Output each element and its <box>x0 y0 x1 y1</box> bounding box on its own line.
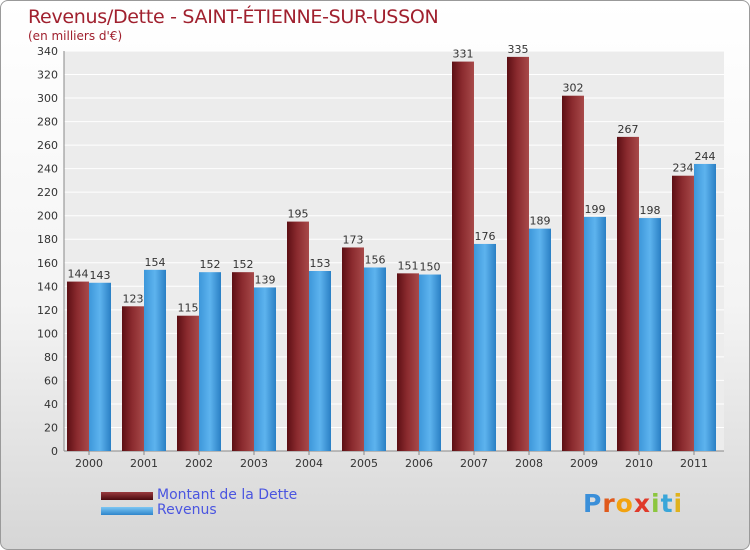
data-label-dette: 144 <box>68 268 89 281</box>
legend-swatch-revenus <box>101 507 153 515</box>
data-label-revenus: 153 <box>310 257 331 270</box>
y-tick-label: 20 <box>44 421 58 434</box>
y-tick-label: 120 <box>37 304 58 317</box>
bar-revenus <box>639 218 661 451</box>
data-label-revenus: 198 <box>640 204 661 217</box>
bar-dette <box>507 56 529 451</box>
legend-label-dette: Montant de la Dette <box>157 487 298 503</box>
data-label-dette: 152 <box>233 258 254 271</box>
bar-revenus <box>254 287 276 451</box>
x-tick-label: 2008 <box>515 457 543 470</box>
data-label-revenus: 152 <box>200 258 221 271</box>
data-label-dette: 331 <box>453 48 474 61</box>
chart-subtitle: (en milliers d'€) <box>28 29 123 43</box>
bar-revenus <box>529 228 551 451</box>
logo-letter: P <box>583 489 603 518</box>
y-tick-label: 300 <box>37 92 58 105</box>
x-tick-label: 2004 <box>295 457 323 470</box>
data-label-dette: 123 <box>123 292 144 305</box>
bar-revenus <box>89 282 111 451</box>
bar-dette <box>562 95 584 452</box>
x-tick-label: 2006 <box>405 457 433 470</box>
bars <box>67 56 716 452</box>
bar-dette <box>287 221 309 451</box>
data-label-dette: 302 <box>563 82 584 95</box>
data-label-dette: 115 <box>178 302 199 315</box>
bar-dette <box>67 281 89 451</box>
proxiti-logo: Proxiti <box>583 489 683 518</box>
x-tick-label: 2007 <box>460 457 488 470</box>
logo-letter: i <box>673 489 684 518</box>
y-tick-label: 340 <box>37 45 58 58</box>
y-tick-label: 220 <box>37 186 58 199</box>
data-label-dette: 173 <box>343 233 364 246</box>
x-tick-label: 2001 <box>130 457 158 470</box>
legend-label-revenus: Revenus <box>157 502 217 518</box>
y-tick-label: 200 <box>37 210 58 223</box>
bar-dette <box>672 175 694 452</box>
chart-title: Revenus/Dette - SAINT-ÉTIENNE-SUR-USSON <box>28 6 439 28</box>
x-tick-label: 2009 <box>570 457 598 470</box>
data-label-dette: 195 <box>288 208 309 221</box>
y-tick-label: 180 <box>37 233 58 246</box>
x-tick-label: 2010 <box>625 457 653 470</box>
y-tick-label: 0 <box>51 445 58 458</box>
axes: 0 20 40 60 80 100 120 140 160 180 200 220 240 260 280 3… <box>37 45 724 470</box>
legend-swatch-dette <box>101 492 153 500</box>
y-tick-label: 100 <box>37 327 58 340</box>
data-label-revenus: 150 <box>420 261 441 274</box>
bar-dette <box>122 306 144 451</box>
x-tick-label: 2003 <box>240 457 268 470</box>
data-label-dette: 335 <box>508 43 529 56</box>
x-tick-label: 2011 <box>680 457 708 470</box>
logo-letter: o <box>615 489 634 518</box>
bar-dette <box>617 136 639 451</box>
bar-revenus <box>584 216 606 451</box>
bar-revenus <box>694 163 716 452</box>
bar-dette <box>397 273 419 451</box>
bar-revenus <box>309 271 331 451</box>
bar-revenus <box>144 269 166 451</box>
data-label-dette: 151 <box>398 259 419 272</box>
bar-revenus <box>199 272 221 451</box>
data-label-revenus: 143 <box>90 269 111 282</box>
bar-revenus <box>474 243 496 451</box>
data-label-revenus: 244 <box>695 150 716 163</box>
x-tick-label: 2005 <box>350 457 378 470</box>
y-tick-label: 260 <box>37 139 58 152</box>
y-tick-label: 280 <box>37 116 58 129</box>
data-label-dette: 234 <box>673 162 694 175</box>
data-label-revenus: 156 <box>365 253 386 266</box>
bar-dette <box>177 315 199 451</box>
bar-dette <box>342 247 364 451</box>
y-tick-label: 60 <box>44 374 58 387</box>
logo-letter: r <box>602 489 616 518</box>
y-tick-label: 140 <box>37 280 58 293</box>
bar-revenus <box>419 274 441 451</box>
y-tick-label: 240 <box>37 163 58 176</box>
bar-revenus <box>364 267 386 451</box>
plot-area <box>64 51 724 451</box>
data-label-revenus: 176 <box>475 230 496 243</box>
y-tick-label: 80 <box>44 351 58 364</box>
logo-letter: t <box>660 489 674 518</box>
data-label-revenus: 139 <box>255 273 276 286</box>
data-label-revenus: 154 <box>145 256 166 269</box>
bar-dette <box>452 61 474 452</box>
logo-letter: x <box>633 489 651 518</box>
bar-dette <box>232 272 254 451</box>
y-tick-label: 160 <box>37 257 58 270</box>
x-tick-label: 2002 <box>185 457 213 470</box>
data-label-revenus: 189 <box>530 215 551 228</box>
logo-letter: i <box>651 489 661 518</box>
data-label-revenus: 199 <box>585 203 606 216</box>
y-tick-label: 320 <box>37 69 58 82</box>
grid <box>64 50 724 452</box>
y-tick-label: 40 <box>44 398 58 411</box>
data-label-dette: 267 <box>618 123 639 136</box>
x-tick-label: 2000 <box>75 457 103 470</box>
